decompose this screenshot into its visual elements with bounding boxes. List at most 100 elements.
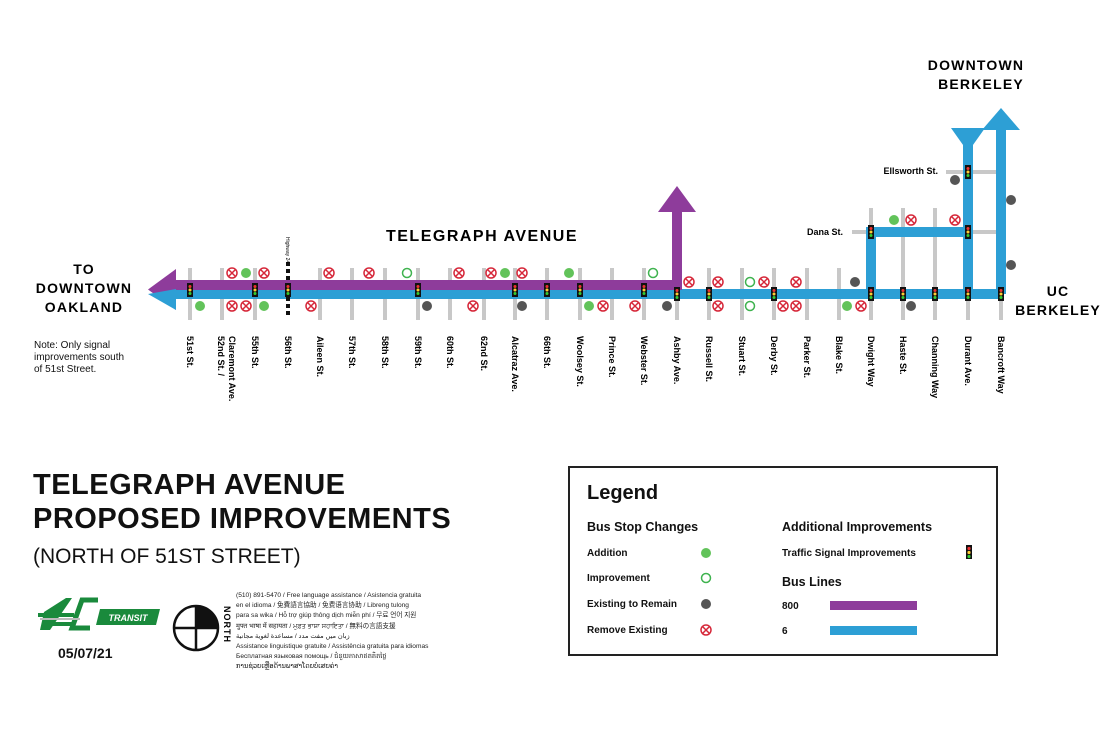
- additional-heading: Additional Improvements: [782, 520, 933, 534]
- oakland-label-2: DOWNTOWN: [36, 280, 132, 296]
- signal-red: [707, 289, 711, 292]
- arrow-up-blue-icon: [982, 108, 1020, 130]
- signal-red: [513, 285, 517, 288]
- signal-red: [966, 289, 970, 292]
- street-label: 51st St.: [185, 336, 195, 368]
- page-title: TELEGRAPH AVENUE PROPOSED IMPROVEMENTS: [33, 468, 451, 536]
- street-labels: 51st St. 52nd St. / Claremont Ave. 55th St.…: [185, 336, 1006, 401]
- signal-yellow: [869, 230, 873, 234]
- signal-green: [513, 292, 517, 295]
- signal-green: [901, 296, 905, 299]
- traffic-signal-icon: [900, 287, 906, 301]
- berkeley-label-1: DOWNTOWN: [928, 57, 1024, 73]
- street-label: 58th St.: [380, 336, 390, 369]
- street-label: Stuart St.: [737, 336, 747, 376]
- street-label: Blake St.: [834, 336, 844, 374]
- signal-red: [772, 289, 776, 292]
- uc-label-2: BERKELEY: [1015, 302, 1101, 318]
- street-label: 57th St.: [347, 336, 357, 369]
- remove-stop-icon: [790, 300, 802, 312]
- signal-green: [545, 292, 549, 295]
- street-label: 55th St.: [250, 336, 260, 369]
- street-label: Ashby Ave.: [672, 336, 682, 384]
- signal-red: [675, 289, 679, 292]
- existing-stop-icon: [850, 277, 860, 287]
- remove-cross: [792, 302, 800, 310]
- addition-stop-icon: [564, 268, 574, 278]
- remove-cross: [685, 278, 693, 286]
- remove-stop-icon: [305, 300, 317, 312]
- street-label: Durant Ave.: [963, 336, 973, 386]
- remove-stop-icon: [629, 300, 641, 312]
- arrow-up-purple-icon: [658, 186, 696, 212]
- remove-stop-icon: [683, 276, 695, 288]
- oakland-label-1: TO: [73, 261, 95, 277]
- traffic-signal-icon: [771, 287, 777, 301]
- signal-yellow: [578, 288, 582, 292]
- title-line-2: PROPOSED IMPROVEMENTS: [33, 503, 452, 535]
- signal-yellow: [642, 288, 646, 292]
- remove-stop-icon: [855, 300, 867, 312]
- traffic-signal-icon: [674, 287, 680, 301]
- improvement-stop-icon: [401, 267, 413, 279]
- signal-red: [642, 285, 646, 288]
- street-label: Russell St.: [704, 336, 714, 382]
- traffic-signal-icon: [544, 283, 550, 297]
- page-subtitle: (NORTH OF 51ST STREET): [33, 545, 301, 568]
- street-label: Aileen St.: [315, 336, 325, 377]
- signal-yellow: [901, 292, 905, 296]
- street-label: 66th St.: [542, 336, 552, 369]
- remove-stop-icon: [240, 300, 252, 312]
- legend-800-swatch: [830, 601, 917, 610]
- signal-yellow: [707, 292, 711, 296]
- signal-green: [707, 296, 711, 299]
- arrow-left-blue-icon: [148, 289, 176, 310]
- signal-yellow: [966, 292, 970, 296]
- signal-red: [869, 289, 873, 292]
- street-label: Claremont Ave.: [227, 336, 237, 401]
- remove-cross: [792, 278, 800, 286]
- street-label: Bancroft Way: [996, 336, 1006, 394]
- traffic-signal-icon: [868, 225, 874, 239]
- signal-green: [869, 234, 873, 237]
- remove-stop-icon: [467, 300, 479, 312]
- legend-title: Legend: [587, 482, 659, 504]
- remove-stop-icon: [712, 276, 724, 288]
- signal-yellow: [675, 292, 679, 296]
- remove-cross: [242, 302, 250, 310]
- legend-improvement-label: Improvement: [587, 573, 650, 584]
- signal-red: [999, 289, 1003, 292]
- signal-yellow: [869, 292, 873, 296]
- signal-red: [578, 285, 582, 288]
- legend-remove-icon: [700, 624, 712, 636]
- addition-stop-icon: [241, 268, 251, 278]
- signal-green: [642, 292, 646, 295]
- signal-green: [675, 296, 679, 299]
- addition-stop-icon: [889, 215, 899, 225]
- signal-yellow: [999, 292, 1003, 296]
- signal-green: [188, 292, 192, 295]
- existing-stop-icon: [906, 301, 916, 311]
- north-label: NORTH: [222, 606, 232, 643]
- street-label: 56th St.: [283, 336, 293, 369]
- remove-cross: [951, 216, 959, 224]
- remove-stop-icon: [758, 276, 770, 288]
- lang-line: زبان میں مفت مدد / مساعدة لغوية مجانية: [236, 632, 350, 640]
- oakland-label-3: OAKLAND: [45, 299, 123, 315]
- addition-stop-icon: [195, 301, 205, 311]
- remove-cross: [487, 269, 495, 277]
- remove-cross: [469, 302, 477, 310]
- signal-red: [869, 227, 873, 230]
- lang-line: ການຊ່ວຍເຫຼືອດ້ານພາສາໂດຍບໍ່ເສຍຄ່າ: [236, 663, 338, 671]
- remove-stop-icon: [226, 300, 238, 312]
- remove-cross: [228, 302, 236, 310]
- remove-stop-icon: [949, 214, 961, 226]
- bus-stop-heading: Bus Stop Changes: [587, 520, 699, 534]
- uc-label-1: UC: [1047, 283, 1070, 299]
- street-label: 52nd St. /: [216, 336, 226, 377]
- traffic-signal-icon: [512, 283, 518, 297]
- traffic-signal-icon: [285, 283, 291, 297]
- signal-green: [966, 174, 970, 177]
- remove-cross: [228, 269, 236, 277]
- remove-cross: [857, 302, 865, 310]
